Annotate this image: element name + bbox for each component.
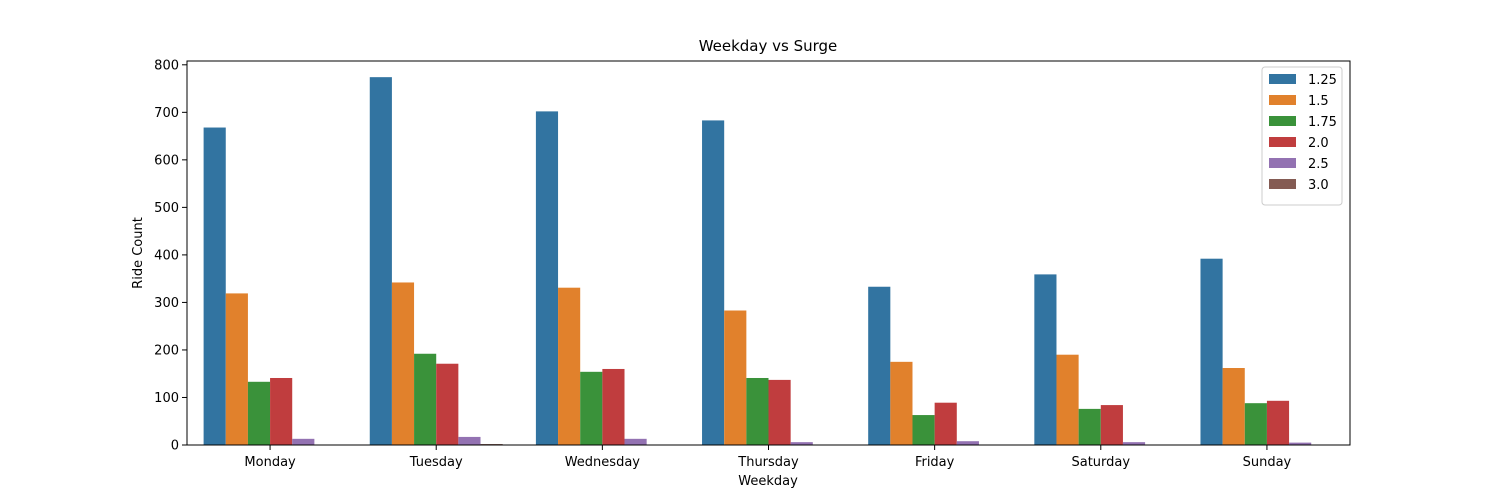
legend-swatch-1-25 [1269,74,1296,84]
y-tick-label: 100 [154,391,179,406]
x-tick-label-monday: Monday [244,455,296,470]
bar-wednesday-1-25 [535,111,559,445]
y-tick-label: 0 [171,439,179,454]
y-tick-label: 200 [154,343,179,358]
legend-swatch-3-0 [1269,179,1296,189]
bar-tuesday-1-5 [391,282,415,445]
bar-tuesday-2-5 [458,436,481,445]
bar-wednesday-2-0 [602,368,625,445]
y-tick-label: 700 [154,106,179,121]
bar-monday-1-75 [247,381,271,445]
bar-friday-1-25 [868,286,891,445]
bar-thursday-2-5 [790,442,813,445]
y-tick-label: 800 [154,58,179,73]
legend-swatch-1-75 [1269,116,1296,126]
bars-layer [203,77,1312,445]
chart-title: Weekday vs Surge [699,37,838,55]
x-axis-title: Weekday [738,474,798,489]
bar-thursday-2-0 [768,379,791,445]
legend-label-1-5: 1.5 [1308,94,1329,109]
bar-monday-1-5 [225,293,248,445]
bar-thursday-1-25 [702,120,725,445]
y-tick-label: 300 [154,296,179,311]
bar-monday-2-5 [292,438,315,445]
bar-saturday-2-0 [1100,405,1123,445]
bar-friday-2-0 [934,402,957,445]
y-tick-label: 600 [154,153,179,168]
legend-swatch-1-5 [1269,95,1296,105]
bar-sunday-1-25 [1200,258,1223,445]
legend-label-2-0: 2.0 [1308,136,1329,151]
bar-friday-1-5 [890,361,913,445]
bar-saturday-2-5 [1122,442,1146,445]
legend-swatch-2-5 [1269,158,1296,168]
bar-tuesday-1-25 [369,77,392,445]
bar-tuesday-1-75 [414,353,437,445]
legend: 1.25 1.5 1.75 2.0 2.5 3.0 [1261,66,1343,206]
legend-swatch-2-0 [1269,137,1296,147]
bar-friday-1-75 [912,415,935,445]
bar-friday-2-5 [956,441,979,445]
x-tick-label-sunday: Sunday [1243,455,1292,470]
y-tick-label: 500 [154,201,179,216]
bar-saturday-1-5 [1056,354,1079,445]
legend-label-1-75: 1.75 [1308,115,1337,130]
bar-tuesday-2-0 [436,363,459,445]
bar-thursday-1-5 [724,310,747,445]
x-tick-label-thursday: Thursday [737,455,799,470]
bar-wednesday-1-75 [580,371,603,445]
y-axis-title: Ride Count [131,217,146,289]
bar-sunday-2-5 [1289,442,1312,445]
y-tick-label: 400 [154,248,179,263]
legend-label-1-25: 1.25 [1308,73,1337,88]
axes-layer: 0 100 200 300 400 500 600 700 800 Monday Tuesday We… [154,58,1351,470]
bar-sunday-1-5 [1222,368,1245,445]
bar-thursday-1-75 [746,377,769,445]
legend-label-2-5: 2.5 [1308,157,1329,172]
bar-monday-2-0 [270,377,293,445]
bar-sunday-1-75 [1244,403,1267,445]
x-tick-label-friday: Friday [915,455,955,470]
x-tick-label-tuesday: Tuesday [409,455,463,470]
bar-saturday-1-75 [1078,408,1101,445]
x-tick-label-wednesday: Wednesday [565,455,641,470]
legend-label-3-0: 3.0 [1308,178,1329,193]
bar-wednesday-1-5 [558,287,581,445]
bar-monday-1-25 [203,127,226,445]
bar-sunday-2-0 [1266,400,1290,445]
bar-saturday-1-25 [1034,274,1057,445]
bar-wednesday-2-5 [624,438,647,445]
x-tick-label-saturday: Saturday [1071,455,1130,470]
